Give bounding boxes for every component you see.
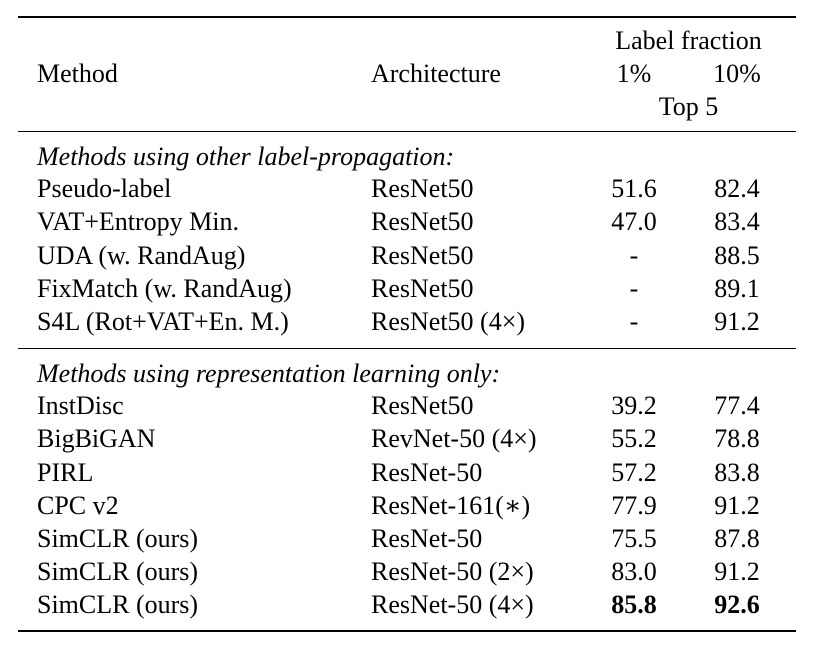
top5-1pct-cell: - [629, 307, 639, 336]
top5-10pct-cell: 89.1 [714, 274, 760, 303]
top5-10pct-cell-best: 92.6 [714, 590, 760, 619]
group-rule [18, 348, 796, 349]
header-1-percent: 1% [616, 59, 652, 88]
table-row: Pseudo-label ResNet50 51.6 82.4 [0, 173, 814, 205]
method-cell: PIRL [37, 458, 94, 487]
architecture-cell: ResNet-50 (2×) [371, 557, 534, 586]
top5-10pct-cell: 91.2 [714, 557, 760, 586]
architecture-cell: ResNet50 [371, 391, 474, 420]
architecture-cell: RevNet-50 (4×) [371, 424, 537, 453]
method-cell: S4L (Rot+VAT+En. M.) [37, 307, 289, 336]
table-row: SimCLR (ours) ResNet-50 (2×) 83.0 91.2 [0, 556, 814, 588]
top5-1pct-cell: 77.9 [611, 491, 657, 520]
architecture-cell: ResNet50 [371, 274, 474, 303]
table-row: S4L (Rot+VAT+En. M.) ResNet50 (4×) - 91.… [0, 306, 814, 338]
header-architecture: Architecture [371, 59, 501, 88]
table-row: BigBiGAN RevNet-50 (4×) 55.2 78.8 [0, 423, 814, 455]
top5-10pct-cell: 83.8 [714, 458, 760, 487]
top-rule [18, 16, 796, 18]
top5-10pct-cell: 91.2 [714, 491, 760, 520]
top5-1pct-cell: 47.0 [611, 207, 657, 236]
top5-1pct-cell: 39.2 [611, 391, 657, 420]
top5-1pct-cell: 75.5 [611, 524, 657, 553]
header-top5: Top 5 [658, 92, 719, 121]
method-cell: VAT+Entropy Min. [37, 207, 239, 236]
top5-1pct-cell: - [629, 274, 639, 303]
architecture-cell: ResNet50 [371, 174, 474, 203]
method-cell: SimCLR (ours) [37, 557, 199, 586]
method-cell: SimCLR (ours) [37, 590, 199, 619]
architecture-cell: ResNet50 [371, 241, 474, 270]
architecture-cell: ResNet-161(∗) [371, 491, 531, 520]
top5-1pct-cell: 83.0 [611, 557, 657, 586]
top5-10pct-cell: 82.4 [714, 174, 760, 203]
header-rule [18, 131, 796, 132]
table-row: FixMatch (w. RandAug) ResNet50 - 89.1 [0, 273, 814, 305]
group-title-label-propagation: Methods using other label-propagation: [37, 142, 455, 171]
group-title-representation-learning: Methods using representation learning on… [37, 359, 501, 388]
architecture-cell: ResNet-50 (4×) [371, 590, 534, 619]
architecture-cell: ResNet50 [371, 207, 474, 236]
method-cell: CPC v2 [37, 491, 119, 520]
top5-10pct-cell: 78.8 [714, 424, 760, 453]
top5-10pct-cell: 91.2 [714, 307, 760, 336]
top5-10pct-cell: 83.4 [714, 207, 760, 236]
method-cell: Pseudo-label [37, 174, 172, 203]
table-row: CPC v2 ResNet-161(∗) 77.9 91.2 [0, 490, 814, 522]
table-row: InstDisc ResNet50 39.2 77.4 [0, 390, 814, 422]
bottom-rule [18, 630, 796, 632]
table-row: SimCLR (ours) ResNet-50 (4×) 85.8 92.6 [0, 589, 814, 621]
top5-1pct-cell: 51.6 [611, 174, 657, 203]
table-row: VAT+Entropy Min. ResNet50 47.0 83.4 [0, 206, 814, 238]
top5-1pct-cell: 57.2 [611, 458, 657, 487]
architecture-cell: ResNet-50 [371, 524, 483, 553]
top5-10pct-cell: 77.4 [714, 391, 760, 420]
architecture-cell: ResNet-50 [371, 458, 483, 487]
header-method: Method [37, 59, 118, 88]
method-cell: FixMatch (w. RandAug) [37, 274, 292, 303]
top5-1pct-cell: 55.2 [611, 424, 657, 453]
table-row: SimCLR (ours) ResNet-50 75.5 87.8 [0, 523, 814, 555]
method-cell: BigBiGAN [37, 424, 156, 453]
top5-1pct-cell-best: 85.8 [611, 590, 657, 619]
table-row: UDA (w. RandAug) ResNet50 - 88.5 [0, 240, 814, 272]
header-label-fraction: Label fraction [615, 26, 762, 55]
method-cell: InstDisc [37, 391, 124, 420]
method-cell: UDA (w. RandAug) [37, 241, 246, 270]
table-row: PIRL ResNet-50 57.2 83.8 [0, 457, 814, 489]
architecture-cell: ResNet50 (4×) [371, 307, 526, 336]
top5-10pct-cell: 88.5 [714, 241, 760, 270]
header-10-percent: 10% [713, 59, 761, 88]
method-cell: SimCLR (ours) [37, 524, 199, 553]
top5-1pct-cell: - [629, 241, 639, 270]
top5-10pct-cell: 87.8 [714, 524, 760, 553]
